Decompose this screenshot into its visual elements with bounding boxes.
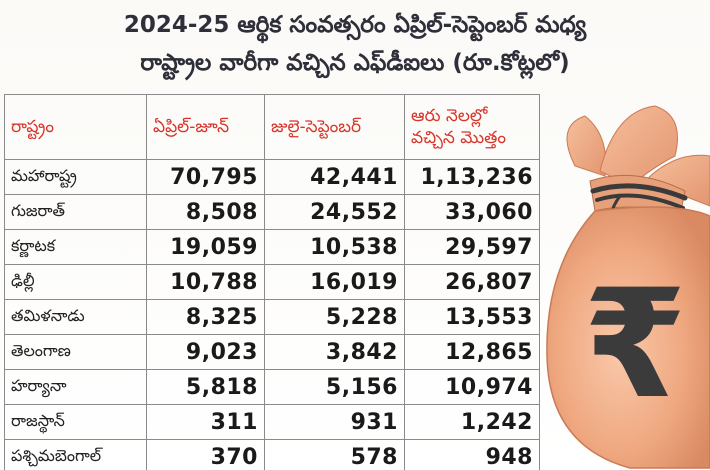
- total-cell: 12,865: [404, 334, 540, 370]
- jul-sep-cell: 42,441: [264, 159, 405, 195]
- jul-sep-cell: 16,019: [264, 264, 405, 300]
- table-row: తెలంగాణ 9,023 3,842 12,865: [4, 334, 540, 370]
- table-body: మహారాష్ట్ర 70,795 42,441 1,13,236 గుజరాత్ 8,5…: [4, 159, 540, 470]
- total-cell: 1,13,236: [404, 159, 540, 195]
- state-cell: తెలంగాణ: [4, 334, 147, 370]
- state-cell: తమిళనాడు: [4, 299, 147, 335]
- rupee-symbol: ₹: [583, 258, 687, 432]
- column-header-state: రాష్ట్రం: [4, 94, 147, 160]
- state-cell: కర్ణాటక: [4, 229, 147, 265]
- state-cell: రాజస్థాన్: [4, 404, 147, 440]
- state-cell: హర్యానా: [4, 369, 147, 405]
- table-header-row: రాష్ట్రం ఏప్రిల్-జూన్ జులై-సెప్టెంబర్ ఆర…: [4, 94, 540, 160]
- total-cell: 33,060: [404, 194, 540, 230]
- apr-jun-cell: 19,059: [146, 229, 265, 265]
- table-row: మహారాష్ట్ర 70,795 42,441 1,13,236: [4, 159, 540, 195]
- jul-sep-cell: 10,538: [264, 229, 405, 265]
- total-cell: 10,974: [404, 369, 540, 405]
- apr-jun-cell: 370: [146, 439, 265, 470]
- apr-jun-cell: 70,795: [146, 159, 265, 195]
- apr-jun-cell: 9,023: [146, 334, 265, 370]
- headline-line-1: 2024-25 ఆర్థిక సంవత్సరం ఏప్రిల్-సెప్టెంబ…: [123, 12, 587, 38]
- jul-sep-cell: 5,228: [264, 299, 405, 335]
- table-row: రాజస్థాన్ 311 931 1,242: [4, 404, 540, 440]
- fdi-table: రాష్ట్రం ఏప్రిల్-జూన్ జులై-సెప్టెంబర్ ఆర…: [4, 94, 540, 470]
- apr-jun-cell: 8,325: [146, 299, 265, 335]
- column-header-total: ఆరు నెలల్లో వచ్చిన మొత్తం: [404, 94, 540, 160]
- state-cell: పశ్చిమబెంగాల్: [4, 439, 147, 470]
- headline-line-2: రాష్ట్రాల వారీగా వచ్చిన ఎఫ్‌డీఐలు (రూ.కో…: [140, 50, 570, 76]
- total-cell: 13,553: [404, 299, 540, 335]
- state-cell: ఢిల్లీ: [4, 264, 147, 300]
- total-cell: 26,807: [404, 264, 540, 300]
- jul-sep-cell: 578: [264, 439, 405, 470]
- apr-jun-cell: 311: [146, 404, 265, 440]
- table-row: కర్ణాటక 19,059 10,538 29,597: [4, 229, 540, 265]
- table-row: గుజరాత్ 8,508 24,552 33,060: [4, 194, 540, 230]
- jul-sep-cell: 3,842: [264, 334, 405, 370]
- column-header-apr-jun: ఏప్రిల్-జూన్: [146, 94, 265, 160]
- table-row: తమిళనాడు 8,325 5,228 13,553: [4, 299, 540, 335]
- table-row: హర్యానా 5,818 5,156 10,974: [4, 369, 540, 405]
- state-cell: గుజరాత్: [4, 194, 147, 230]
- jul-sep-cell: 24,552: [264, 194, 405, 230]
- table-row: పశ్చిమబెంగాల్ 370 578 948: [4, 439, 540, 470]
- total-cell: 1,242: [404, 404, 540, 440]
- column-header-jul-sep: జులై-సెప్టెంబర్: [264, 94, 405, 160]
- jul-sep-cell: 931: [264, 404, 405, 440]
- total-cell: 29,597: [404, 229, 540, 265]
- jul-sep-cell: 5,156: [264, 369, 405, 405]
- apr-jun-cell: 10,788: [146, 264, 265, 300]
- apr-jun-cell: 5,818: [146, 369, 265, 405]
- apr-jun-cell: 8,508: [146, 194, 265, 230]
- money-bag-icon: ₹: [546, 105, 710, 469]
- headline: 2024-25 ఆర్థిక సంవత్సరం ఏప్రిల్-సెప్టెంబ…: [0, 6, 710, 82]
- table-row: ఢిల్లీ 10,788 16,019 26,807: [4, 264, 540, 300]
- state-cell: మహారాష్ట్ర: [4, 159, 147, 195]
- total-cell: 948: [404, 439, 540, 470]
